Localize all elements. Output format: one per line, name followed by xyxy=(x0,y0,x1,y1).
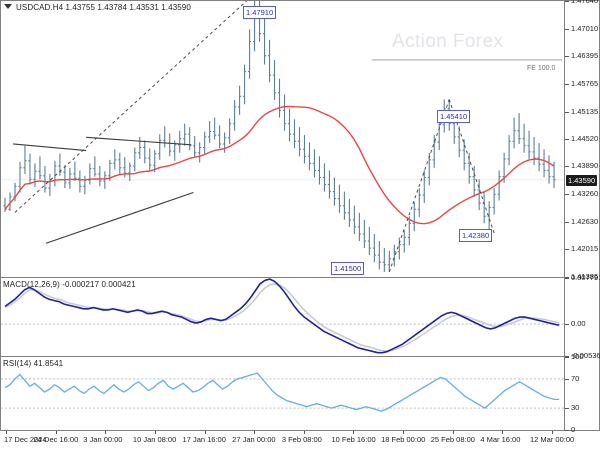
price-tick-mark xyxy=(565,28,569,30)
price-tick-label: 1.43260 xyxy=(571,189,599,199)
watermark-action-forex: Action Forex xyxy=(392,31,504,52)
price-tick-mark xyxy=(565,249,569,251)
macd-tick-label: -0.005367 xyxy=(571,351,600,360)
macd-tick-mark xyxy=(565,278,569,279)
price-tick-mark xyxy=(565,277,569,278)
rsi-plot xyxy=(1,372,565,412)
time-tick-mark xyxy=(105,431,107,434)
price-tick-mark xyxy=(565,194,569,196)
chevron-down-icon[interactable] xyxy=(4,4,12,10)
price-tick-label: 1.41385 xyxy=(571,272,599,281)
price-tick-label: 1.44520 xyxy=(571,133,599,143)
time-tick-mark xyxy=(452,431,454,434)
rsi-tick-label: 70 xyxy=(571,373,580,383)
price-tick-label: 1.46395 xyxy=(571,50,599,60)
macd-panel[interactable] xyxy=(0,277,565,357)
time-tick-mark xyxy=(353,431,355,434)
time-tick-label: 10 Feb 16:00 xyxy=(331,435,376,444)
macd-tick-mark xyxy=(565,356,569,357)
rsi-tick-label: 100 xyxy=(571,352,584,361)
price-tick-mark xyxy=(565,1,569,2)
time-tick-mark xyxy=(204,431,206,434)
rsi-header: RSI(14) 41.8541 xyxy=(3,359,64,368)
price-tick-label: 1.45135 xyxy=(571,106,599,116)
time-tick-label: 12 Mar 00:00 xyxy=(530,435,575,444)
price-annotation-swing-high-1[interactable]: 1.47910 xyxy=(243,6,277,19)
time-tick-mark xyxy=(403,431,405,434)
rsi-tick-mark xyxy=(565,430,569,431)
price-tick-label: 1.47640 xyxy=(571,0,599,5)
price-tick-mark xyxy=(565,138,569,140)
symbol-ohlc-text: USDCAD.H4 1.43755 1.43784 1.43531 1.4359… xyxy=(16,3,191,12)
price-tick-label: 1.42630 xyxy=(571,217,599,227)
price-tick-mark xyxy=(565,166,569,168)
price-tick-mark xyxy=(565,111,569,113)
price-annotation-swing-low-1[interactable]: 1.41500 xyxy=(331,262,365,275)
time-tick-mark xyxy=(154,431,156,434)
price-tick-label: 1.43890 xyxy=(571,161,599,171)
time-tick-label: 17 Dec 2024 xyxy=(4,435,47,444)
macd-header: MACD(12,26,9) -0.000217 0.000421 xyxy=(3,280,136,289)
time-axis[interactable]: 17 Dec 2024 24 Dec 16:00 3 Jan 00:00 10 Jan… xyxy=(0,431,600,450)
rsi-tick-mark xyxy=(565,408,569,410)
rsi-tick-label: 0 xyxy=(571,425,576,434)
price-plot xyxy=(1,1,565,273)
price-tick-label: 1.45765 xyxy=(571,78,599,88)
macd-tick-mark xyxy=(565,324,569,326)
price-annotation-swing-high-2[interactable]: 1.45410 xyxy=(437,110,471,123)
time-tick-mark xyxy=(6,431,7,434)
time-tick-label: 18 Feb 00:00 xyxy=(381,435,426,444)
time-tick-mark xyxy=(502,431,504,434)
time-tick-label: 3 Jan 00:00 xyxy=(83,435,123,444)
macd-tick-label: 0.00 xyxy=(571,319,586,329)
price-tick-mark xyxy=(565,83,569,85)
time-tick-label: 24 Dec 16:00 xyxy=(33,435,79,444)
price-tick-label: 1.42015 xyxy=(571,244,599,254)
price-annotation-swing-low-2[interactable]: 1.42380 xyxy=(459,229,493,242)
rsi-tick-label: 30 xyxy=(571,403,580,413)
rsi-tick-mark xyxy=(565,378,569,380)
time-tick-mark xyxy=(303,431,305,434)
price-tick-label: 1.47010 xyxy=(571,23,599,33)
time-tick-mark xyxy=(254,431,256,434)
price-tick-mark xyxy=(565,55,569,57)
price-tick-mark xyxy=(565,222,569,224)
rsi-tick-mark xyxy=(565,357,569,358)
rsi-panel[interactable] xyxy=(0,356,565,431)
time-tick-label: 25 Feb 08:00 xyxy=(430,435,475,444)
time-tick-mark xyxy=(55,431,57,434)
time-tick-label: 3 Feb 08:00 xyxy=(281,435,322,444)
price-scale-axis[interactable]: 1.47640 1.47010 1.46395 1.45765 1.45135 1.445… xyxy=(564,0,600,434)
time-tick-label: 10 Jan 08:00 xyxy=(132,435,177,444)
time-tick-label: 27 Jan 00:00 xyxy=(232,435,276,444)
time-tick-mark xyxy=(552,431,553,434)
macd-tick-label: 0.007791 xyxy=(571,273,600,282)
price-panel-header: USDCAD.H4 1.43755 1.43784 1.43531 1.4359… xyxy=(4,3,191,12)
time-tick-label: 17 Jan 16:00 xyxy=(182,435,226,444)
current-price-badge: 1.43590 xyxy=(566,174,598,186)
macd-plot xyxy=(1,278,565,354)
time-tick-label: 4 Mar 16:00 xyxy=(480,435,521,444)
fe-level-label: FE 100.0 xyxy=(527,65,556,72)
